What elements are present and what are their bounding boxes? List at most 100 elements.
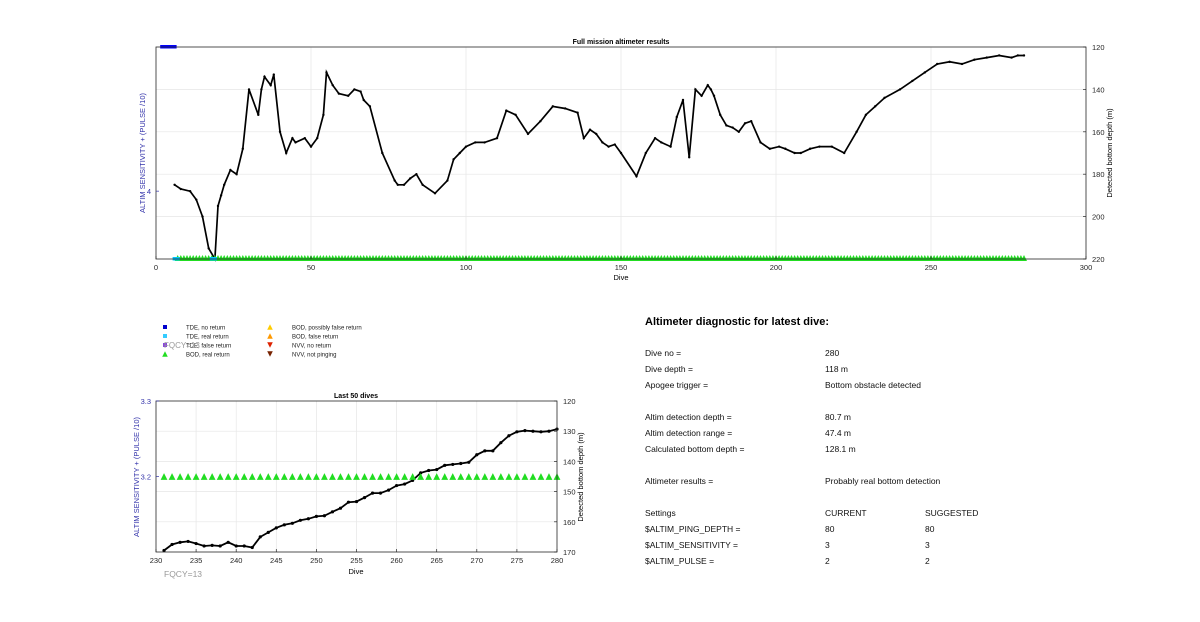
bod-real-return-marker <box>345 473 352 480</box>
bod-real-return-marker <box>321 473 328 480</box>
depth-data-point <box>386 488 391 492</box>
legend-triangle-marker <box>267 342 273 348</box>
depth-data-point <box>499 441 503 445</box>
bod-real-return-marker <box>537 473 545 480</box>
depth-data-point <box>309 145 313 148</box>
suggested-header: SUGGESTED <box>925 508 979 518</box>
depth-data-point <box>818 145 821 148</box>
depth-data-point <box>322 113 325 117</box>
legend-entry-label: BOD, real return <box>186 353 230 359</box>
bod-real-return-marker <box>240 473 248 480</box>
bod-real-return-marker <box>441 473 449 480</box>
bod-real-return-marker <box>168 473 176 480</box>
depth-data-point <box>402 183 406 186</box>
depth-data-point <box>491 449 495 453</box>
bod-real-return-marker <box>425 473 433 480</box>
depth-data-point <box>830 145 833 148</box>
top-series-layer <box>160 45 1027 262</box>
depth-data-point <box>338 506 343 510</box>
depth-data-point <box>210 543 214 547</box>
depth-data-point <box>1016 54 1019 57</box>
depth-data-point <box>446 179 449 182</box>
depth-data-point <box>303 136 306 140</box>
legend-square-marker <box>163 325 167 329</box>
depth-data-point <box>458 151 461 155</box>
apogee-trigger-label: Apogee trigger = <box>645 380 709 390</box>
setting-name: $ALTIM_PING_DEPTH = <box>645 524 741 534</box>
depth-data-point <box>799 151 802 155</box>
depth-data-point <box>709 88 713 91</box>
depth-data-point <box>223 183 226 186</box>
depth-data-point <box>898 88 902 91</box>
depth-data-point <box>285 151 288 155</box>
x-tick-label: 235 <box>190 556 203 565</box>
full-mission-plot: 0 50 100 150 200 250 300 120 140 160 180 200 220 4 Fu… <box>138 39 1114 282</box>
depth-data-point <box>495 136 499 140</box>
right-y-tick-label: 180 <box>1092 170 1105 179</box>
bod-real-return-marker <box>513 473 521 480</box>
depth-data-point <box>644 151 647 155</box>
bod-real-return-marker <box>1021 255 1027 261</box>
depth-data-point <box>725 124 728 127</box>
bod-real-return-marker <box>369 473 376 480</box>
depth-data-point <box>409 177 412 180</box>
bod-real-return-marker <box>288 473 296 480</box>
settings-header: Settings <box>645 508 676 518</box>
altimeter-results-label: Altimeter results = <box>645 476 714 486</box>
depth-data-point <box>278 130 282 133</box>
altimeter-results-value: Probably real bottom detection <box>825 476 941 486</box>
depth-data-point <box>743 122 747 125</box>
setting-suggested: 2 <box>925 556 930 566</box>
depth-data-point <box>173 183 176 186</box>
depth-data-point <box>777 145 781 148</box>
depth-data-point <box>539 120 542 123</box>
depth-data-point <box>985 56 988 59</box>
bod-real-return-marker <box>272 473 280 480</box>
depth-data-point <box>370 491 375 495</box>
depth-data-point <box>393 179 396 182</box>
right-y-tick-label: 120 <box>563 397 576 406</box>
depth-data-point <box>314 514 318 518</box>
depth-data-point <box>588 128 592 131</box>
x-tick-label: 265 <box>430 556 443 565</box>
depth-data-point <box>694 88 697 91</box>
bod-real-return-marker <box>465 473 473 480</box>
depth-data-point <box>421 183 424 186</box>
depth-data-point <box>195 198 198 201</box>
bod-real-return-marker <box>545 473 553 480</box>
depth-data-point <box>973 58 976 61</box>
depth-data-point <box>347 94 350 97</box>
bottom-axes-layer: 230 235 240 245 250 255 260 265 270 275 280 120 130 1… <box>141 397 576 565</box>
diagnostic-title: Altimeter diagnostic for latest dive: <box>645 316 829 328</box>
x-tick-label: 150 <box>615 263 628 272</box>
bod-real-return-marker <box>433 473 441 480</box>
bod-real-return-marker <box>417 473 425 480</box>
depth-data-point <box>998 54 1001 57</box>
bod-real-return-marker <box>232 473 240 480</box>
right-y-tick-label: 140 <box>563 457 576 466</box>
depth-data-point <box>531 429 535 433</box>
detection-depth-label: Altim detection depth = <box>645 412 732 422</box>
x-tick-label: 0 <box>154 263 158 272</box>
depth-data-point <box>290 521 294 525</box>
depth-data-point <box>464 145 468 148</box>
bod-real-return-marker <box>337 473 344 480</box>
depth-data-point <box>260 88 263 91</box>
depth-data-point <box>235 173 238 176</box>
depth-data-point <box>459 461 463 466</box>
depth-data-point <box>325 71 328 74</box>
x-tick-label: 275 <box>511 556 524 565</box>
depth-data-point <box>547 429 551 433</box>
depth-data-point <box>688 156 691 159</box>
depth-data-point <box>272 73 275 76</box>
depth-data-point <box>874 105 877 108</box>
setting-current: 80 <box>825 524 835 534</box>
setting-name: $ALTIM_SENSITIVITY = <box>645 540 738 550</box>
bod-real-return-marker <box>529 473 537 480</box>
depth-data-point <box>452 158 455 161</box>
depth-data-point <box>170 542 174 547</box>
right-y-tick-label: 150 <box>563 488 576 497</box>
bod-real-return-marker <box>401 473 409 480</box>
top-chart-title: Full mission altimeter results <box>573 39 670 46</box>
x-tick-label: 100 <box>460 263 473 272</box>
